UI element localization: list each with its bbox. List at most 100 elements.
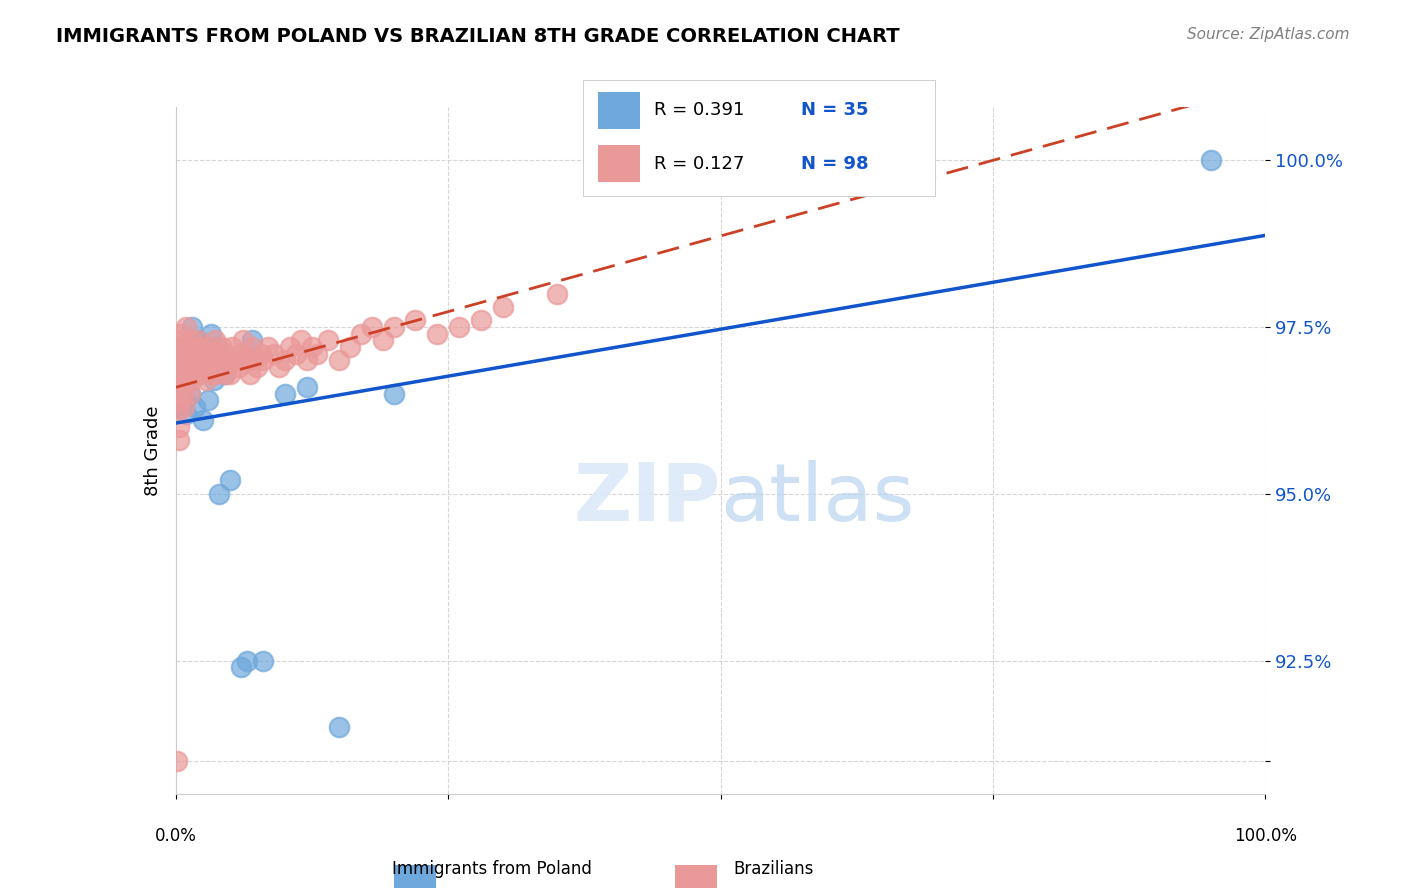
Point	[447, 320, 470, 334]
Point	[307, 347, 329, 361]
Text: N = 98: N = 98	[801, 155, 869, 173]
Point	[231, 660, 253, 674]
Point	[290, 334, 312, 348]
Point	[546, 286, 568, 301]
Point	[179, 386, 201, 401]
Point	[246, 360, 269, 375]
Point	[221, 340, 243, 354]
Point	[426, 326, 449, 341]
Point	[167, 400, 190, 414]
Point	[166, 754, 188, 768]
Point	[197, 393, 219, 408]
Point	[257, 340, 280, 354]
Point	[371, 334, 394, 348]
Point	[204, 334, 226, 348]
Point	[235, 353, 257, 368]
Point	[167, 353, 190, 368]
Point	[173, 393, 195, 408]
Point	[176, 367, 198, 381]
Point	[263, 347, 285, 361]
Point	[167, 367, 190, 381]
Point	[252, 653, 274, 667]
Text: Brazilians: Brazilians	[733, 860, 814, 878]
Point	[194, 347, 217, 361]
Point	[240, 340, 263, 354]
Point	[167, 380, 190, 394]
Point	[181, 367, 204, 381]
Point	[173, 367, 195, 381]
Point	[240, 334, 263, 348]
Point	[187, 347, 209, 361]
Text: Source: ZipAtlas.com: Source: ZipAtlas.com	[1187, 27, 1350, 42]
Point	[225, 353, 247, 368]
Point	[170, 393, 193, 408]
Text: Immigrants from Poland: Immigrants from Poland	[392, 860, 592, 878]
Point	[176, 360, 198, 375]
Point	[186, 334, 209, 348]
Point	[235, 653, 257, 667]
Point	[239, 367, 262, 381]
Point	[492, 300, 515, 314]
Text: atlas: atlas	[721, 459, 915, 538]
Point	[183, 367, 205, 381]
Point	[318, 334, 340, 348]
Point	[179, 386, 201, 401]
Point	[208, 360, 231, 375]
Point	[214, 367, 236, 381]
FancyBboxPatch shape	[598, 92, 640, 129]
Point	[470, 313, 492, 327]
Point	[186, 334, 209, 348]
Point	[205, 340, 228, 354]
Point	[190, 340, 212, 354]
Point	[169, 360, 191, 375]
Point	[232, 334, 254, 348]
Point	[350, 326, 373, 341]
Text: R = 0.391: R = 0.391	[654, 102, 744, 120]
Point	[274, 353, 297, 368]
Point	[173, 400, 195, 414]
Point	[172, 353, 194, 368]
Point	[167, 386, 190, 401]
Point	[170, 367, 193, 381]
Point	[172, 353, 194, 368]
Point	[382, 320, 405, 334]
Text: 0.0%: 0.0%	[155, 827, 197, 846]
Point	[214, 367, 236, 381]
Point	[301, 340, 323, 354]
Point	[172, 340, 194, 354]
Y-axis label: 8th Grade: 8th Grade	[143, 405, 162, 496]
Point	[169, 386, 191, 401]
Point	[180, 334, 202, 348]
Text: 100.0%: 100.0%	[1234, 827, 1296, 846]
Point	[202, 374, 225, 388]
Point	[167, 340, 190, 354]
Point	[200, 326, 222, 341]
Point	[167, 420, 190, 434]
Point	[179, 353, 201, 368]
Point	[170, 347, 193, 361]
Point	[176, 353, 198, 368]
Point	[172, 334, 194, 348]
Point	[195, 340, 218, 354]
Point	[219, 474, 242, 488]
Point	[174, 320, 197, 334]
Text: N = 35: N = 35	[801, 102, 869, 120]
Point	[174, 407, 197, 421]
Point	[177, 347, 200, 361]
Point	[169, 326, 191, 341]
Point	[181, 320, 204, 334]
Point	[170, 367, 193, 381]
Text: ZIP: ZIP	[574, 459, 721, 538]
Point	[188, 353, 211, 368]
Point	[195, 374, 218, 388]
Point	[200, 367, 222, 381]
Text: R = 0.127: R = 0.127	[654, 155, 744, 173]
Point	[186, 360, 209, 375]
Point	[215, 347, 238, 361]
Point	[339, 340, 361, 354]
Point	[360, 320, 382, 334]
Point	[249, 347, 271, 361]
Point	[191, 413, 214, 427]
Point	[201, 353, 224, 368]
Point	[219, 367, 242, 381]
